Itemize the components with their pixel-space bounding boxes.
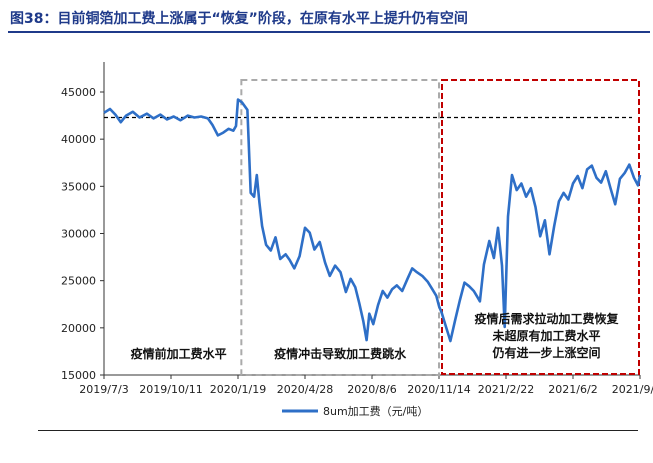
region-box-recovery: [441, 79, 640, 375]
bottom-rule: [38, 430, 638, 431]
x-tick-label: 2019/7/3: [79, 383, 128, 396]
x-tick-label: 2021/9/10: [612, 383, 653, 396]
y-tick-label: 15000: [61, 369, 96, 382]
region-box-covid-shock: [240, 79, 440, 376]
annotation-recovery-line: 疫情后需求拉动加工费恢复: [474, 311, 619, 326]
annotation-pre-covid: 疫情前加工费水平: [131, 346, 227, 361]
y-tick-label: 20000: [61, 322, 96, 335]
annotation-covid-shock: 疫情冲击导致加工费跳水: [274, 346, 407, 361]
series-group: [103, 98, 642, 343]
page-title: 图38：目前铜箔加工费上涨属于“恢复”阶段，在原有水平上提升仍有空间: [10, 11, 468, 27]
y-tick-label: 35000: [61, 180, 96, 193]
x-tick-label: 2021/2/22: [478, 383, 534, 396]
y-tick-label: 30000: [61, 228, 96, 241]
x-tick-label: 2020/8/6: [347, 383, 396, 396]
x-tick-label: 2020/4/28: [277, 383, 333, 396]
chart-axes: 15000 20000 25000 30000 35000 40000 45000 2019/…: [61, 62, 653, 396]
y-tick-label: 40000: [61, 133, 96, 146]
chart-regions: [240, 79, 640, 376]
x-tick-label: 2019/10/11: [139, 383, 202, 396]
x-tick-label: 2020/11/14: [407, 383, 470, 396]
annotation-recovery-line: 仍有进一步上涨空间: [491, 345, 600, 360]
title-rule: [8, 31, 650, 33]
legend: 8um加工费（元/吨）: [282, 405, 428, 418]
series-line-8um: [103, 98, 642, 343]
y-tick-label: 25000: [61, 275, 96, 288]
x-tick-label: 2021/6/2: [548, 383, 597, 396]
legend-label: 8um加工费（元/吨）: [323, 405, 428, 418]
x-tick-label: 2020/1/19: [210, 383, 266, 396]
annotation-recovery-line: 未超原有加工费水平: [491, 328, 600, 343]
y-tick-label: 45000: [61, 86, 96, 99]
annotations-group: 疫情前加工费水平 疫情冲击导致加工费跳水 疫情后需求拉动加工费恢复未超原有加工费水平…: [131, 311, 620, 361]
